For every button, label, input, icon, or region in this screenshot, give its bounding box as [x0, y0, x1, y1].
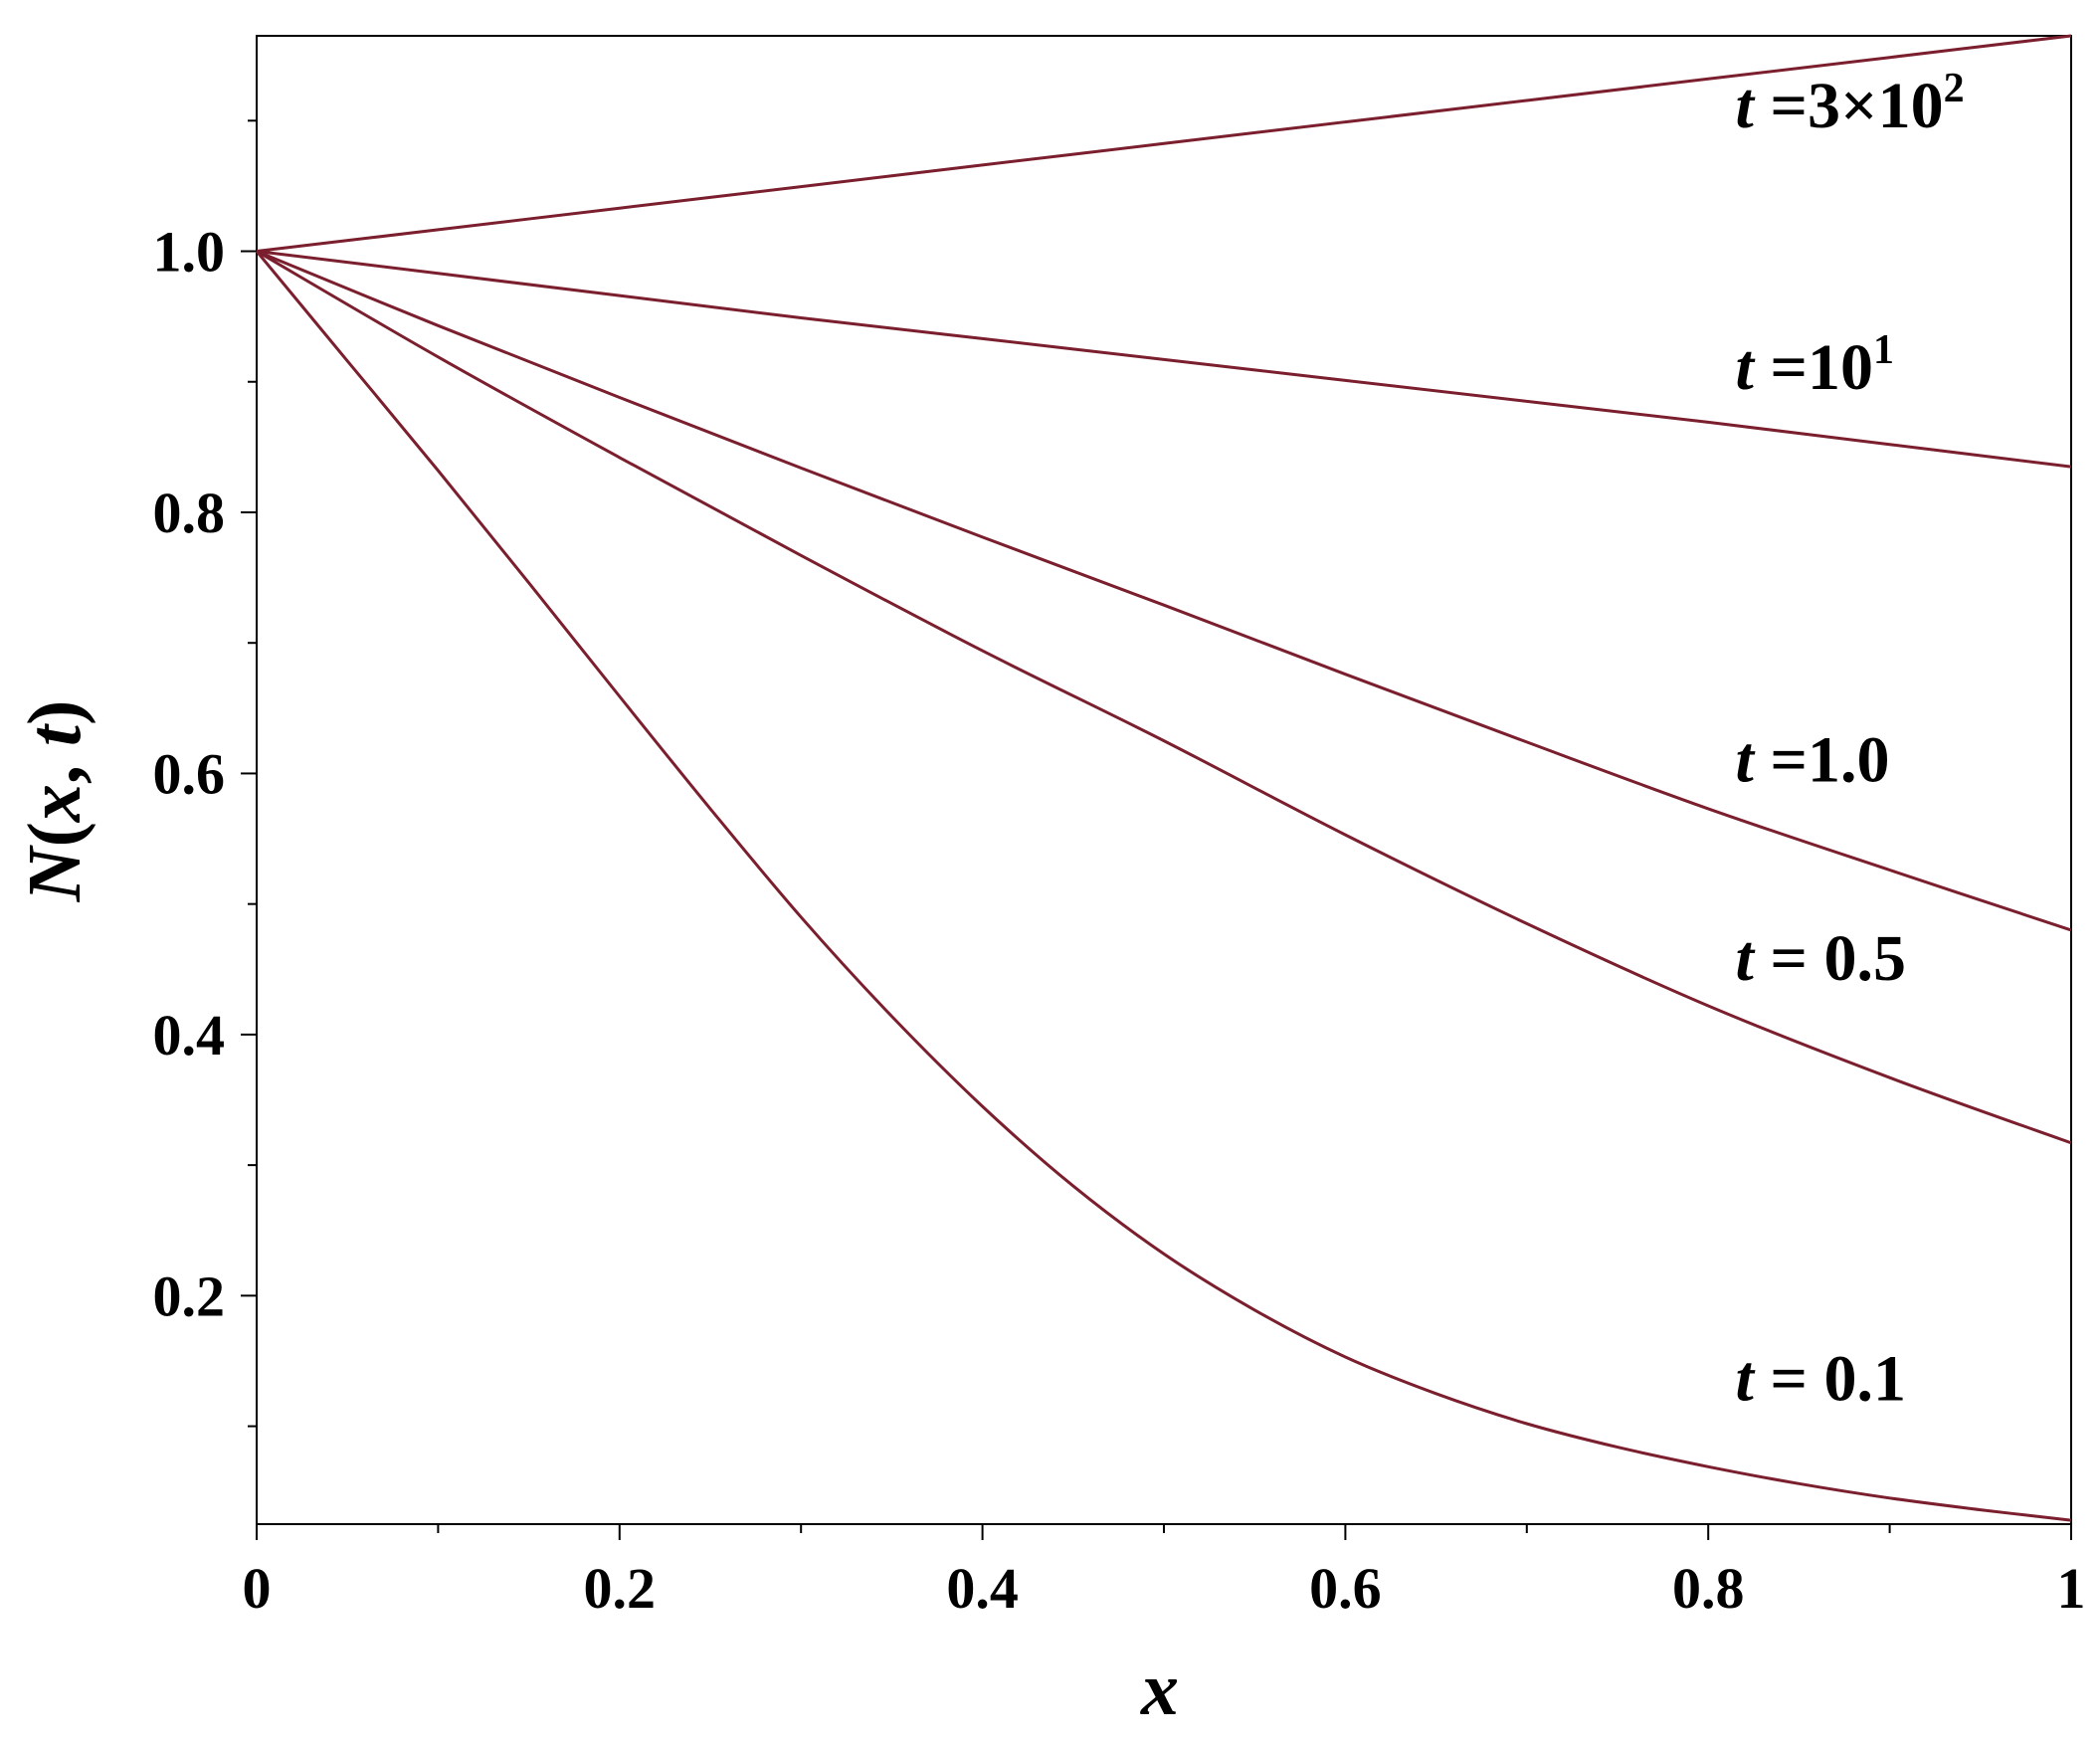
- series-label-var: t: [1736, 70, 1756, 142]
- x-tick-label: 0.4: [946, 1556, 1019, 1621]
- y-tick-label: 1.0: [153, 220, 226, 285]
- x-axis-title: x: [1140, 1648, 1179, 1731]
- y-tick-label: 0.8: [153, 481, 226, 545]
- series-label-eq: =: [1754, 1342, 1824, 1415]
- y-axis-title: N(x, t): [13, 700, 96, 903]
- series-line: [256, 250, 2072, 469]
- series-label-var: t: [1736, 922, 1756, 995]
- y-axis-title-space: [13, 746, 96, 765]
- series-label-exponent: 2: [1944, 66, 1965, 111]
- series-label-eq: =: [1754, 331, 1808, 404]
- series-label-value: 0.5: [1824, 922, 1907, 995]
- x-tick-label: 0.2: [584, 1556, 657, 1621]
- series-label-value: 1.0: [1808, 723, 1890, 796]
- series-lines: [255, 34, 2072, 1522]
- x-tick-label: 0.6: [1309, 1556, 1382, 1621]
- series-line: [256, 250, 2072, 932]
- x-tick-label: 0: [243, 1556, 272, 1621]
- series-label-var: t: [1736, 331, 1756, 404]
- series-label: t =101: [1736, 327, 1894, 404]
- series-line: [256, 34, 2072, 253]
- y-tick-label: 0.2: [153, 1263, 226, 1328]
- series-line: [256, 250, 2072, 1145]
- y-axis-title-close: ): [13, 700, 96, 725]
- y-axis-title-open: (: [13, 822, 96, 847]
- series-label-eq: =: [1754, 70, 1808, 142]
- series-label-var: t: [1736, 1342, 1756, 1415]
- series-label: t =1.0: [1736, 723, 1890, 796]
- series-label-eq: =: [1754, 723, 1808, 796]
- x-tick-label: 1: [2057, 1556, 2086, 1621]
- y-tick-label: 0.4: [153, 1003, 226, 1068]
- x-tick-label: 0.8: [1672, 1556, 1745, 1621]
- series-label-eq: =: [1754, 922, 1824, 995]
- series-label-var: t: [1736, 723, 1756, 796]
- series-label-value: 0.1: [1824, 1342, 1907, 1415]
- series-label-value: 10: [1808, 331, 1873, 404]
- y-axis-title-sep: ,: [13, 765, 96, 784]
- series-label: t = 0.5: [1736, 922, 1906, 995]
- series-label-value: 3×10: [1808, 70, 1944, 142]
- y-axis-title-arg1: x: [13, 784, 96, 823]
- series-line: [255, 250, 2072, 1522]
- series-label: t = 0.1: [1736, 1342, 1906, 1415]
- series-label: t =3×102: [1736, 66, 1965, 142]
- y-axis-title-arg2: t: [13, 722, 96, 746]
- y-tick-label: 0.6: [153, 741, 226, 806]
- series-label-exponent: 1: [1873, 327, 1894, 373]
- x-axis: 0 0.2 0.4 0.6 0.8 1: [243, 1524, 2086, 1621]
- y-axis: 0.2 0.4 0.6 0.8 1.0: [153, 119, 257, 1428]
- y-axis-title-func: N: [13, 844, 96, 902]
